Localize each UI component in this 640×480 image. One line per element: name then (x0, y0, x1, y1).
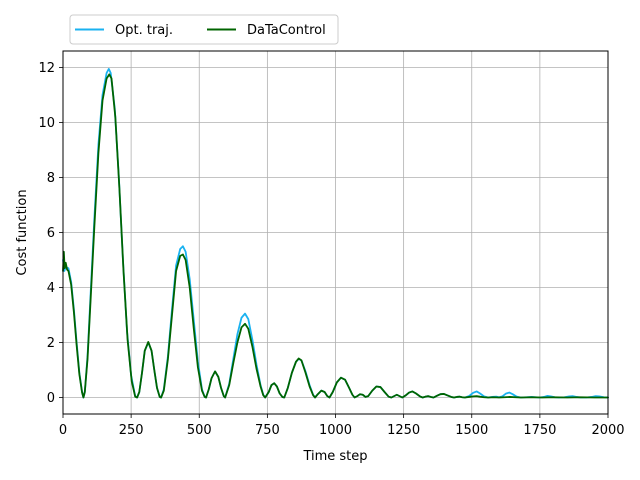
y-axis-ticks: 0 2 4 6 8 10 12 (38, 61, 63, 406)
x-tick-label: 250 (119, 423, 144, 438)
x-tick-label: 500 (187, 423, 212, 438)
legend-label-opt-traj: Opt. traj. (115, 23, 173, 38)
series-lines (62, 67, 609, 399)
series-line-datacontrol (62, 73, 609, 399)
x-tick-label: 1750 (523, 423, 556, 438)
y-tick-label: 10 (38, 116, 55, 131)
y-axis-label: Cost function (15, 189, 30, 275)
x-tick-label: 0 (59, 423, 67, 438)
legend-frame (69, 14, 339, 45)
y-tick-label: 6 (47, 226, 55, 241)
x-tick-label: 1000 (319, 423, 352, 438)
y-tick-label: 8 (47, 171, 55, 186)
x-tick-label: 1250 (387, 423, 420, 438)
y-tick-label: 12 (38, 61, 55, 76)
y-tick-label: 2 (47, 336, 55, 351)
x-axis-ticks: 0 250 500 750 1000 1250 1500 1750 2000 (59, 414, 625, 438)
legend: Opt. traj. DaTaControl (69, 14, 339, 45)
y-tick-label: 4 (47, 281, 55, 296)
x-tick-label: 2000 (591, 423, 624, 438)
x-axis-label: Time step (302, 449, 367, 464)
x-tick-label: 1500 (455, 423, 488, 438)
legend-label-datacontrol: DaTaControl (247, 23, 326, 38)
y-tick-label: 0 (47, 391, 55, 406)
x-tick-label: 750 (255, 423, 280, 438)
